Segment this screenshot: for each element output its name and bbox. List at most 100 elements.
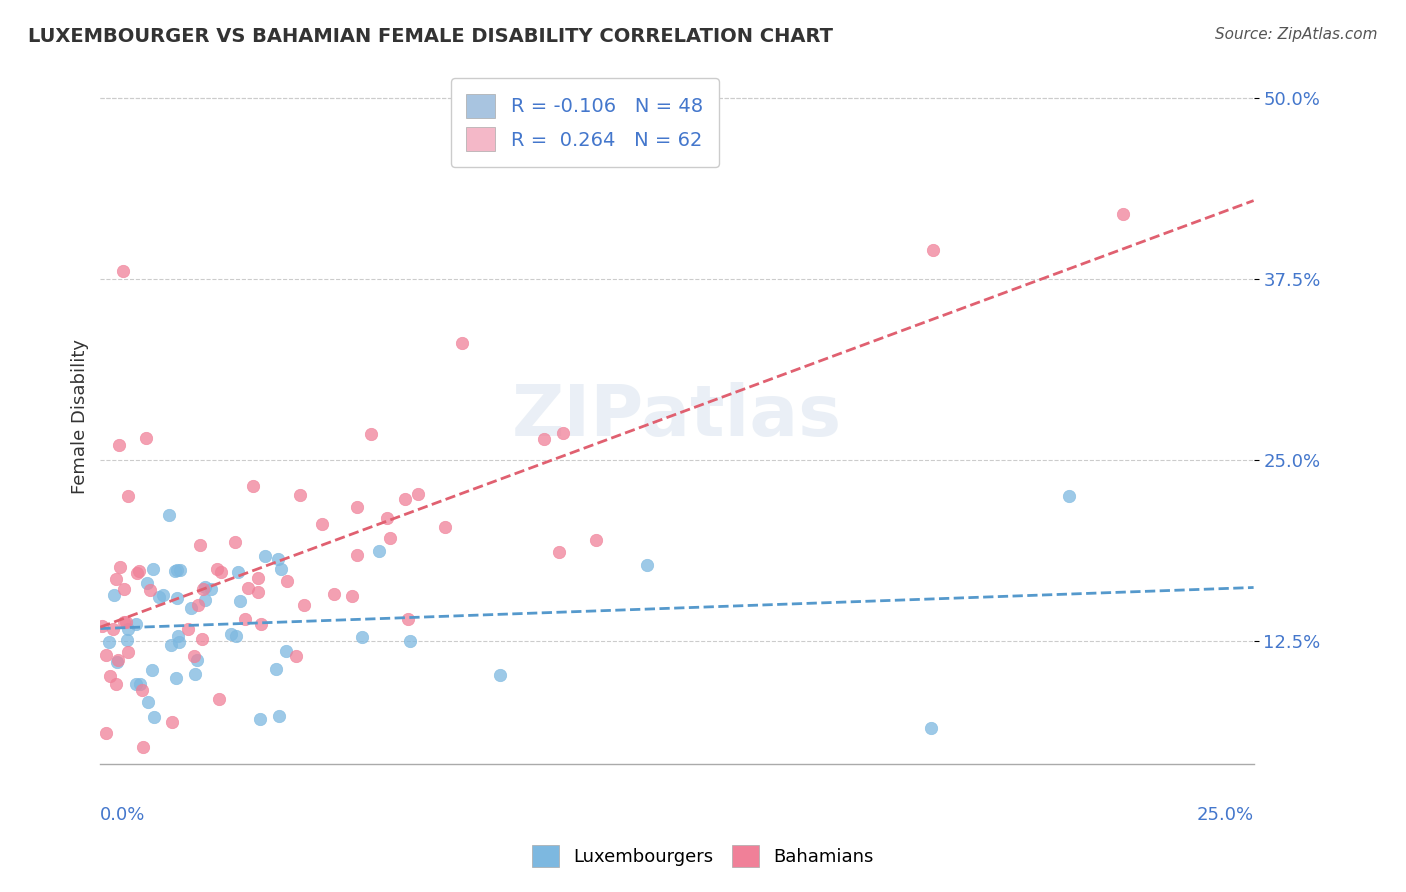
Point (920, 721, 942, 735)
Point (117, 645, 139, 659)
Point (200, 582, 222, 597)
Point (375, 511, 398, 525)
Point (97, 635, 120, 649)
Point (342, 590, 364, 604)
Point (186, 653, 208, 667)
Point (246, 571, 269, 585)
Point (131, 682, 153, 697)
Point (284, 649, 307, 664)
Point (360, 426, 382, 441)
Legend: R = -0.106   N = 48, R =  0.264   N = 62: R = -0.106 N = 48, R = 0.264 N = 62 (451, 78, 718, 167)
Point (242, 479, 264, 493)
Point (551, 425, 574, 440)
Point (157, 508, 180, 522)
Point (177, 622, 200, 636)
Point (183, 648, 205, 663)
Point (1057, 489, 1080, 503)
Point (224, 535, 246, 549)
Point (132, 740, 155, 755)
Point (267, 709, 290, 723)
Point (207, 691, 229, 706)
Point (451, 335, 474, 350)
Point (135, 431, 157, 445)
Point (167, 629, 190, 643)
Text: Source: ZipAtlas.com: Source: ZipAtlas.com (1215, 27, 1378, 42)
Point (104, 677, 127, 691)
Point (191, 632, 214, 646)
Point (110, 560, 132, 574)
Text: LUXEMBOURGER VS BAHAMIAN FEMALE DISABILITY CORRELATION CHART: LUXEMBOURGER VS BAHAMIAN FEMALE DISABILI… (28, 27, 834, 45)
Point (250, 617, 273, 632)
Point (246, 585, 269, 599)
Point (159, 638, 181, 652)
Point (408, 487, 430, 501)
Point (274, 644, 297, 658)
Point (1112, 207, 1135, 221)
Point (115, 632, 138, 647)
Point (194, 593, 217, 607)
Point (163, 564, 186, 578)
Point (117, 489, 139, 503)
Point (112, 264, 135, 278)
Point (117, 622, 139, 636)
Point (292, 598, 315, 612)
Point (127, 566, 149, 580)
Point (136, 576, 159, 591)
Point (238, 581, 260, 595)
Text: ZIPatlas: ZIPatlas (512, 382, 842, 450)
Point (129, 677, 152, 691)
Point (380, 532, 402, 546)
Point (96, 726, 118, 740)
Point (180, 601, 202, 615)
Point (288, 488, 311, 502)
Point (167, 635, 190, 649)
Point (187, 599, 209, 613)
Point (922, 243, 945, 257)
Point (107, 438, 129, 452)
Point (233, 612, 256, 626)
Point (433, 520, 456, 534)
Point (249, 712, 271, 726)
Point (267, 552, 290, 566)
Point (152, 588, 174, 602)
Point (166, 671, 188, 685)
Point (367, 544, 389, 558)
Point (396, 612, 419, 626)
Point (346, 500, 368, 514)
Point (105, 655, 128, 669)
Point (276, 574, 298, 588)
Point (138, 695, 160, 709)
Point (533, 432, 555, 446)
Point (139, 582, 162, 597)
Point (90, 618, 112, 632)
Point (194, 580, 217, 594)
Point (548, 545, 571, 559)
Point (107, 653, 129, 667)
Point (219, 627, 242, 641)
Point (128, 565, 150, 579)
Point (346, 548, 368, 562)
Point (98, 669, 121, 683)
Point (166, 591, 188, 606)
Y-axis label: Female Disability: Female Disability (72, 339, 89, 494)
Point (225, 629, 247, 643)
Point (322, 587, 344, 601)
Point (103, 588, 125, 602)
Point (141, 663, 163, 677)
Point (585, 533, 607, 547)
Point (125, 676, 148, 690)
Text: 25.0%: 25.0% (1197, 806, 1254, 824)
Point (205, 562, 228, 576)
Point (143, 710, 166, 724)
Point (94, 648, 117, 662)
Point (148, 591, 170, 605)
Point (228, 594, 250, 608)
Point (166, 563, 188, 577)
Point (112, 582, 135, 597)
Point (142, 562, 165, 576)
Point (209, 565, 232, 579)
Point (112, 615, 135, 629)
Point (352, 630, 374, 644)
Point (101, 622, 124, 636)
Point (169, 563, 191, 577)
